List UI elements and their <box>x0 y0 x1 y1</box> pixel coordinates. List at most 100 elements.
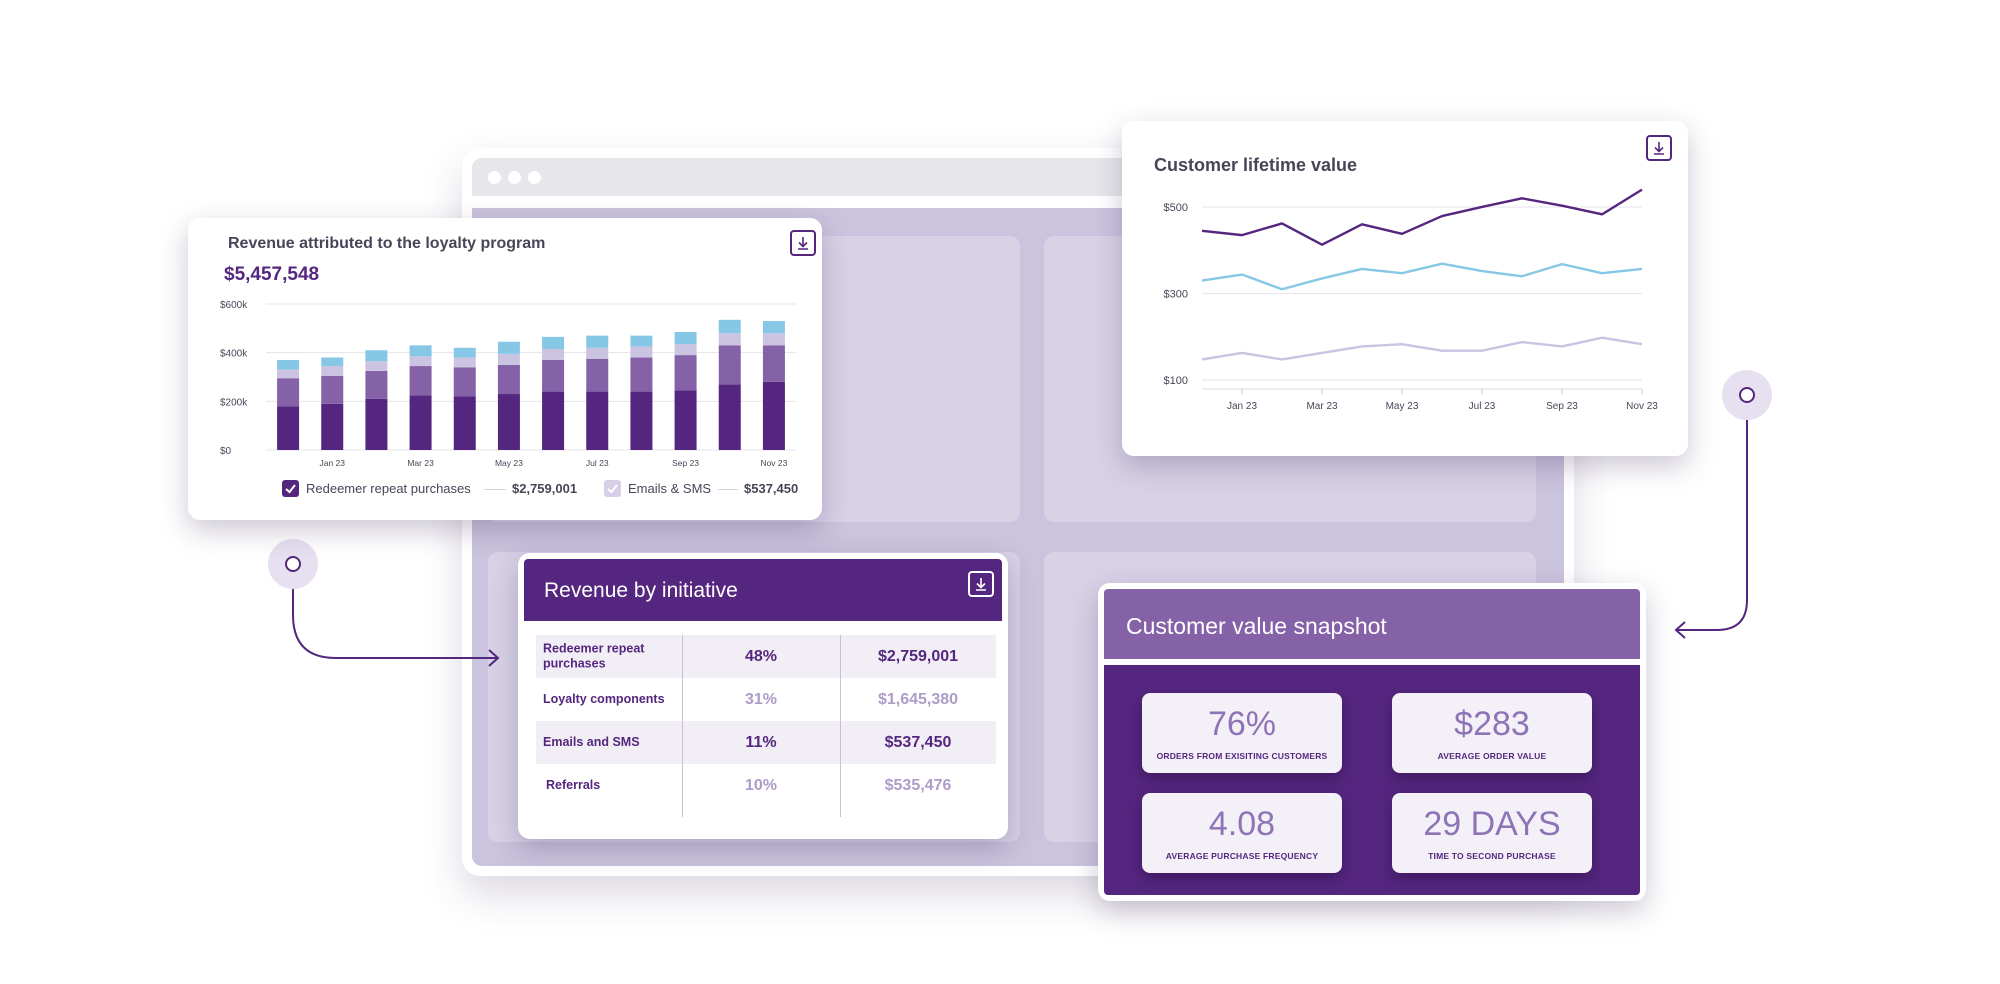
x-tick-label: Jul 23 <box>586 458 609 468</box>
bar-segment <box>674 344 697 356</box>
kpi-value: 76% <box>1207 705 1277 743</box>
bar-segment <box>321 375 344 404</box>
bar-segment <box>409 356 432 367</box>
initiative-percent: 10% <box>744 776 778 794</box>
initiative-name: Emails and SMS <box>543 734 640 749</box>
card-title: Customer lifetime value <box>1154 155 1358 175</box>
bar-segment <box>365 361 388 371</box>
connector-node-icon <box>268 539 318 589</box>
revenue-attribution-card: Revenue attributed to the loyalty progra… <box>188 218 822 520</box>
download-button[interactable] <box>1646 135 1672 161</box>
initiative-percent: 31% <box>744 690 778 708</box>
bar-segment <box>762 345 785 382</box>
bar-segment <box>497 394 520 450</box>
bar-segment <box>630 357 653 392</box>
bar-segment <box>542 336 565 350</box>
bar-segment <box>321 403 344 450</box>
table-row[interactable]: Redeemer repeat purchases 48% $2,759,001 <box>536 635 996 678</box>
download-button[interactable] <box>790 230 816 256</box>
x-tick-label: Sep 23 <box>672 458 699 468</box>
bar-segment <box>277 369 300 379</box>
bar-segment <box>277 378 300 407</box>
series-line <box>1201 262 1643 291</box>
kpi-value: 29 DAYS <box>1423 805 1561 843</box>
y-tick-label: $0 <box>220 446 232 457</box>
x-tick-label: Jan 23 <box>319 458 345 468</box>
kpi-panel: 76% ORDERS FROM EXISITING CUSTOMERS $283… <box>1104 665 1640 895</box>
revenue-bar-chart: $0 $200k $400k $600k Jan 23 Mar 23 May 23 Jul 2… <box>220 300 796 468</box>
legend-checkbox-emails[interactable] <box>604 480 621 497</box>
kpi-label: TIME TO SECOND PURCHASE <box>1428 851 1556 861</box>
series-line <box>1201 188 1643 246</box>
card-title: Customer value snapshot <box>1126 613 1387 639</box>
bar-segment <box>718 345 741 385</box>
y-tick-label: $400k <box>220 349 248 360</box>
revenue-total: $5,457,548 <box>224 264 320 285</box>
bar-segment <box>542 391 565 450</box>
legend-value: $537,450 <box>744 481 799 496</box>
table-row[interactable]: Loyalty components 31% $1,645,380 <box>536 678 996 721</box>
initiative-name: Referrals <box>546 777 601 792</box>
bar-segment <box>365 370 388 399</box>
bar-segment <box>630 335 653 347</box>
bar-segment <box>542 349 565 360</box>
download-icon <box>798 237 808 250</box>
bar-segment <box>321 366 344 376</box>
kpi-label: AVERAGE ORDER VALUE <box>1437 751 1547 761</box>
check-icon <box>285 484 296 494</box>
window-dot-icon <box>528 171 541 184</box>
kpi-label: AVERAGE PURCHASE FREQUENCY <box>1165 851 1319 861</box>
bar-segment <box>453 396 476 450</box>
bar-segment <box>497 341 520 354</box>
y-tick-label: $200k <box>220 397 248 408</box>
bar-segment <box>630 391 653 450</box>
initiative-amount: $2,759,001 <box>877 647 959 665</box>
kpi-value: $283 <box>1454 705 1530 743</box>
download-icon <box>976 578 986 591</box>
bar-segment <box>365 398 388 450</box>
bar-segment <box>674 390 697 450</box>
bar-segment <box>321 357 344 367</box>
x-tick-label: Sep 23 <box>1546 401 1578 412</box>
bar-segment <box>497 364 520 395</box>
kpi-tile: 4.08 AVERAGE PURCHASE FREQUENCY <box>1142 793 1342 873</box>
bar-segment <box>409 366 432 396</box>
x-tick-label: May 23 <box>495 458 523 468</box>
bar-segment <box>542 359 565 392</box>
column-divider <box>840 635 841 817</box>
initiative-percent: 11% <box>745 733 777 751</box>
bar-segment <box>586 335 609 348</box>
initiative-amount: $535,476 <box>884 776 952 794</box>
legend-label: Redeemer repeat purchases <box>306 481 471 496</box>
initiative-percent: 48% <box>744 647 778 665</box>
check-icon <box>607 484 618 494</box>
bar-segment <box>277 359 300 370</box>
x-tick-label: Mar 23 <box>1306 401 1338 412</box>
legend-value: $2,759,001 <box>512 481 578 496</box>
y-tick-label: $600k <box>220 300 248 311</box>
initiative-name: Redeemer repeat purchases <box>543 640 645 671</box>
customer-value-snapshot-card: Customer value snapshot 76% ORDERS FROM … <box>1098 583 1646 901</box>
card-header: Customer value snapshot <box>1104 589 1640 659</box>
bar-segment <box>762 333 785 346</box>
kpi-tile: 29 DAYS TIME TO SECOND PURCHASE <box>1392 793 1592 873</box>
bar-segment <box>674 331 697 345</box>
chart-legend: Redeemer repeat purchases $2,759,001 Ema… <box>282 480 798 498</box>
connector-node-icon <box>1722 370 1772 420</box>
bar-segment <box>586 347 609 359</box>
legend-divider <box>718 489 738 490</box>
legend-checkbox-redeemer[interactable] <box>282 480 299 497</box>
x-tick-label: Jul 23 <box>1469 401 1496 412</box>
y-tick-label: $300 <box>1164 289 1188 301</box>
table-row[interactable]: Emails and SMS 11% $537,450 <box>536 721 996 764</box>
revenue-by-initiative-card: Revenue by initiative Redeemer repeat pu… <box>518 553 1008 839</box>
table-row[interactable]: Referrals 10% $535,476 <box>536 764 996 807</box>
bar-segment <box>453 357 476 368</box>
kpi-value: 4.08 <box>1208 805 1276 843</box>
download-button[interactable] <box>968 571 994 597</box>
initiative-amount: $1,645,380 <box>877 690 959 708</box>
y-tick-label: $500 <box>1164 202 1188 214</box>
window-dot-icon <box>508 171 521 184</box>
x-tick-label: Nov 23 <box>1626 401 1658 412</box>
